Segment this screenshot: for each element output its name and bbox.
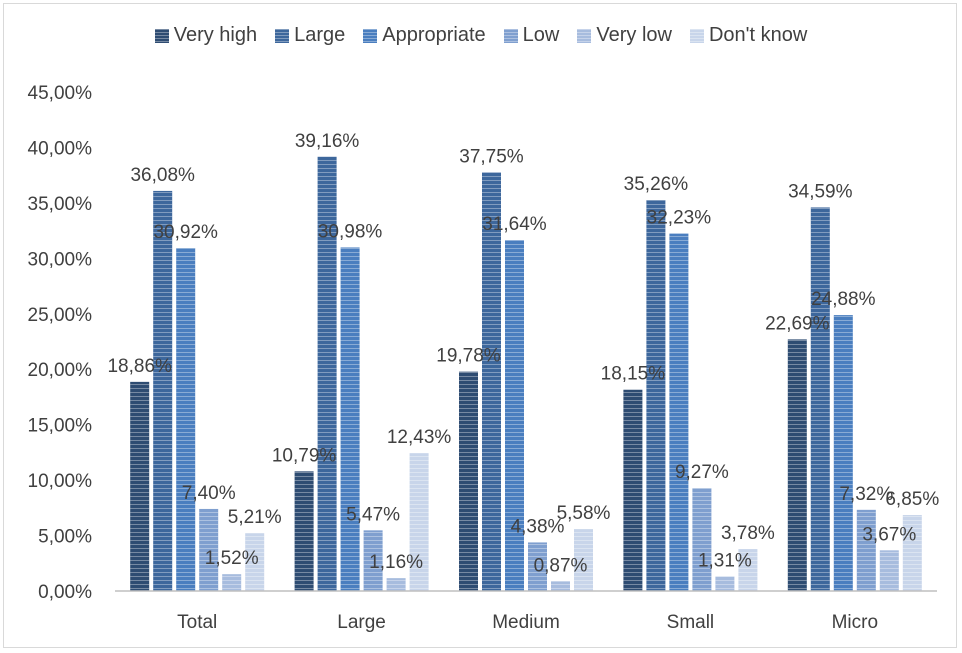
legend-label: Appropriate <box>382 24 486 46</box>
bar-stripes <box>738 549 758 591</box>
bars <box>130 156 922 592</box>
bar-stripes <box>810 207 830 591</box>
x-tick-label: Medium <box>492 612 560 633</box>
bar-stripes <box>669 233 689 592</box>
y-tick-label: 5,00% <box>38 527 92 548</box>
data-label: 31,64% <box>482 214 547 235</box>
bar-stripes <box>199 508 219 591</box>
legend-swatch <box>503 28 518 43</box>
data-label: 3,78% <box>721 523 775 544</box>
y-tick-label: 15,00% <box>28 416 93 437</box>
data-label: 5,47% <box>346 504 400 525</box>
legend-item: Large <box>275 24 345 47</box>
bar-stripes <box>902 515 922 591</box>
chart-legend: Very high Large Appropriate Low Very low Don'… <box>0 24 962 47</box>
y-tick-label: 10,00% <box>28 471 93 492</box>
legend-swatch <box>275 28 290 43</box>
data-label: 39,16% <box>295 131 360 152</box>
legend-item: Very low <box>577 24 672 47</box>
data-label: 5,21% <box>228 507 282 528</box>
data-label: 19,78% <box>436 346 501 367</box>
bar-stripes <box>787 339 807 591</box>
bar-stripes <box>574 529 593 591</box>
data-label: 34,59% <box>788 181 853 202</box>
legend-swatch <box>154 28 169 43</box>
legend-swatch <box>577 28 592 43</box>
bar-stripes <box>245 533 265 591</box>
data-label: 1,31% <box>698 550 752 571</box>
bar-stripes <box>176 248 196 591</box>
data-label: 9,27% <box>675 462 729 483</box>
data-labels: 18,86% 36,08% 30,92% 7,40% 1,52% 5,21% 10,79% 3… <box>107 131 939 577</box>
data-label: 5,58% <box>557 503 611 524</box>
legend-swatch <box>689 28 704 43</box>
bar-stripes <box>646 200 666 591</box>
data-label: 18,86% <box>107 356 172 377</box>
legend-item: Low <box>503 24 560 47</box>
bar-stripes <box>623 389 643 591</box>
y-tick-label: 40,00% <box>28 138 93 159</box>
data-label: 18,15% <box>601 364 666 385</box>
x-tick-label: Total <box>177 612 217 633</box>
y-tick-label: 0,00% <box>38 582 92 603</box>
data-label: 32,23% <box>647 208 712 229</box>
data-label: 3,67% <box>862 524 916 545</box>
data-label: 35,26% <box>624 174 689 195</box>
data-label: 24,88% <box>811 289 876 310</box>
bar-stripes <box>340 247 360 591</box>
data-label: 7,40% <box>182 483 236 504</box>
data-label: 37,75% <box>459 146 524 167</box>
data-label: 0,87% <box>534 555 588 576</box>
y-axis: 0,00% 5,00% 10,00% 15,00% 20,00% 25,00% 30,00%… <box>28 83 93 603</box>
data-label: 1,52% <box>205 548 259 569</box>
y-tick-label: 25,00% <box>28 305 93 326</box>
bar-stripes <box>482 172 501 591</box>
bar-stripes <box>856 509 876 591</box>
bar-stripes <box>551 581 570 591</box>
legend-label: Very low <box>596 24 672 46</box>
bar-stripes <box>130 381 150 591</box>
legend-label: Very high <box>173 24 258 46</box>
legend-swatch <box>363 28 378 43</box>
y-tick-label: 30,00% <box>28 249 93 270</box>
data-label: 10,79% <box>272 445 337 466</box>
data-label: 30,98% <box>318 221 383 242</box>
legend-label: Low <box>522 24 560 46</box>
bar-stripes <box>386 578 406 591</box>
data-label: 30,92% <box>153 222 218 243</box>
bar-stripes <box>692 488 712 591</box>
data-label: 22,69% <box>765 313 830 334</box>
bar-stripes <box>153 190 173 591</box>
y-tick-label: 45,00% <box>28 83 93 104</box>
data-label: 12,43% <box>387 427 452 448</box>
data-label: 7,32% <box>839 484 893 505</box>
legend-item: Very high <box>154 24 258 47</box>
bar-stripes <box>528 542 547 591</box>
legend-label: Large <box>294 24 346 46</box>
bar-stripes <box>715 576 735 591</box>
x-tick-label: Large <box>337 612 386 633</box>
data-label: 1,16% <box>369 552 423 573</box>
legend-item: Appropriate <box>363 24 486 47</box>
bar-stripes <box>363 530 383 591</box>
bar-stripes <box>833 315 853 591</box>
y-tick-label: 35,00% <box>28 194 93 215</box>
x-tick-label: Small <box>667 612 715 633</box>
x-tick-label: Micro <box>832 612 878 633</box>
legend-label: Don't know <box>708 24 808 46</box>
bar-stripes <box>317 156 337 592</box>
bar-stripes <box>505 240 524 591</box>
y-tick-label: 20,00% <box>28 360 93 381</box>
legend-item: Don't know <box>689 24 808 47</box>
data-label: 4,38% <box>511 516 565 537</box>
x-axis: Total Large Medium Small Micro <box>115 590 937 633</box>
bar-stripes <box>879 550 899 591</box>
bar-stripes <box>294 471 314 591</box>
data-label: 6,85% <box>885 489 939 510</box>
bar-stripes <box>459 371 478 591</box>
data-label: 36,08% <box>130 165 195 186</box>
bar-stripes <box>409 453 429 591</box>
bar-stripes <box>222 574 242 591</box>
